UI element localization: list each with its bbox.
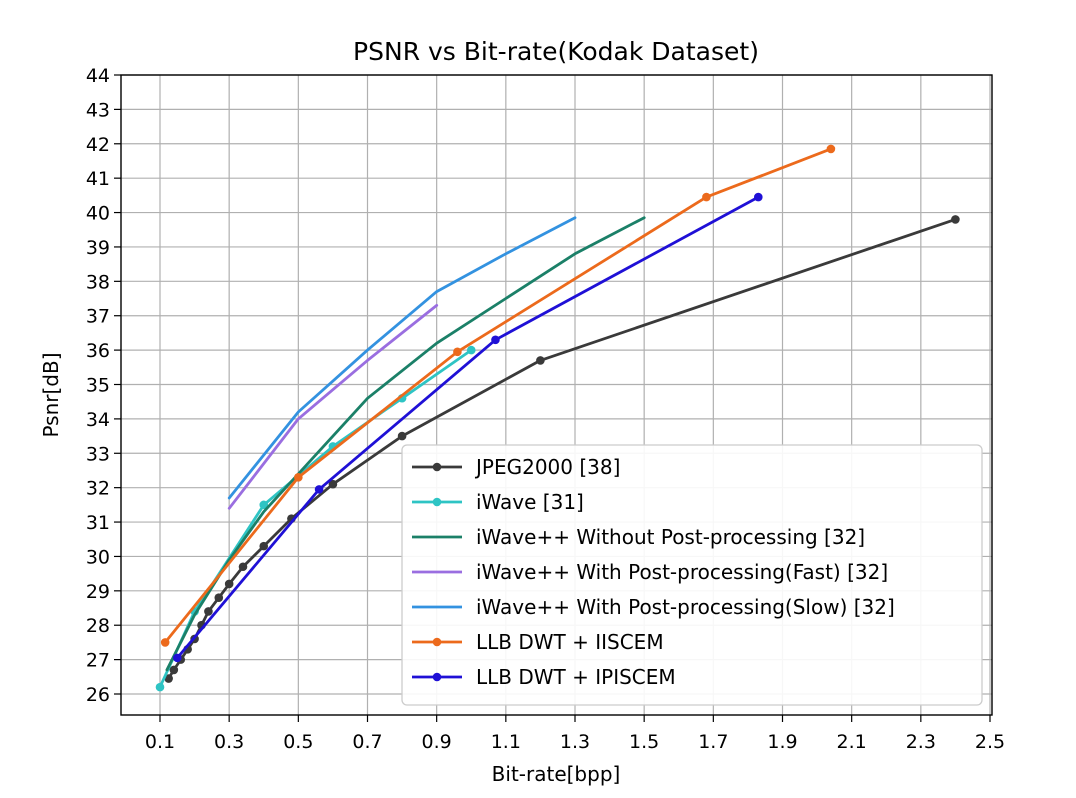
legend-entry: JPEG2000 [38] bbox=[412, 455, 620, 479]
data-point bbox=[753, 192, 763, 202]
y-tick-label: 41 bbox=[86, 168, 110, 190]
y-tick-label: 43 bbox=[86, 99, 110, 121]
legend-label: iWave++ With Post-processing(Slow) [32] bbox=[476, 595, 895, 619]
x-tick-label: 0.3 bbox=[214, 731, 244, 753]
y-tick-label: 32 bbox=[86, 478, 110, 500]
legend-label: LLB DWT + IPISCEM bbox=[476, 665, 676, 689]
data-point bbox=[160, 638, 170, 647]
x-tick-label: 0.1 bbox=[145, 731, 175, 753]
data-point bbox=[259, 500, 269, 510]
y-tick-label: 37 bbox=[86, 306, 110, 328]
y-axis-label: Psnr[dB] bbox=[39, 352, 63, 437]
data-point bbox=[453, 347, 462, 357]
series-iwave-with-post-processing-fast-32 bbox=[227, 303, 439, 510]
y-tick-label: 29 bbox=[86, 581, 110, 603]
legend: JPEG2000 [38] iWave [31] iWave++ Without P… bbox=[401, 444, 983, 706]
data-point bbox=[214, 593, 224, 603]
legend-label: iWave++ With Post-processing(Fast) [32] bbox=[476, 560, 888, 584]
y-tick-label: 26 bbox=[86, 684, 110, 706]
data-point bbox=[397, 431, 407, 441]
y-tick-label: 31 bbox=[86, 512, 110, 534]
legend-label: iWave++ Without Post-processing [32] bbox=[476, 525, 865, 549]
series-layer bbox=[155, 144, 960, 692]
legend-label: JPEG2000 [38] bbox=[474, 455, 620, 479]
x-tick-label: 0.9 bbox=[422, 731, 452, 753]
series-iwave-without-post-processing-32 bbox=[165, 216, 646, 672]
x-axis-label: Bit-rate[bpp] bbox=[492, 762, 621, 786]
series-line bbox=[175, 195, 760, 660]
data-point bbox=[164, 674, 173, 683]
x-tick-label: 1.7 bbox=[698, 731, 728, 753]
legend-entry: LLB DWT + IPISCEM bbox=[412, 665, 676, 689]
y-tick-label: 38 bbox=[86, 271, 110, 293]
legend-marker bbox=[432, 637, 442, 647]
y-tick-label: 33 bbox=[86, 443, 110, 465]
x-tick-label: 1.9 bbox=[767, 731, 797, 753]
data-point bbox=[294, 473, 303, 482]
x-tick-label: 2.3 bbox=[906, 731, 936, 753]
x-tick-label: 1.5 bbox=[629, 731, 659, 753]
data-point bbox=[169, 665, 179, 675]
plot-frame bbox=[120, 74, 993, 716]
data-point bbox=[951, 215, 960, 224]
legend-box bbox=[401, 444, 983, 706]
legend-label: LLB DWT + IISCEM bbox=[476, 630, 664, 654]
data-point bbox=[491, 335, 500, 345]
legend-entry: iWave++ With Post-processing(Fast) [32] bbox=[412, 560, 888, 584]
data-point bbox=[702, 192, 711, 202]
data-point bbox=[238, 562, 248, 572]
data-point bbox=[826, 144, 836, 154]
legend-marker bbox=[432, 462, 442, 472]
y-tick-label: 34 bbox=[86, 409, 110, 431]
series-jpeg2000-38 bbox=[164, 215, 960, 683]
y-tick-label: 35 bbox=[86, 375, 110, 397]
y-tick-label: 39 bbox=[86, 237, 110, 259]
series-line bbox=[227, 303, 439, 510]
legend-marker bbox=[432, 497, 442, 507]
chart-title: PSNR vs Bit-rate(Kodak Dataset) bbox=[353, 37, 759, 66]
legend-marker bbox=[432, 672, 442, 682]
data-point bbox=[155, 682, 165, 692]
y-tick-label: 36 bbox=[86, 340, 110, 362]
series-line bbox=[227, 216, 577, 500]
legend-items: JPEG2000 [38] iWave [31] iWave++ Without P… bbox=[412, 455, 895, 689]
series-line bbox=[165, 216, 646, 672]
legend-entry: iWave++ With Post-processing(Slow) [32] bbox=[412, 595, 895, 619]
data-point bbox=[328, 479, 338, 489]
y-tick-label: 44 bbox=[86, 65, 110, 87]
y-tick-label: 30 bbox=[86, 546, 110, 568]
series-iwave-with-post-processing-slow-32 bbox=[227, 216, 577, 500]
x-tick-label: 2.1 bbox=[837, 731, 867, 753]
legend-label: iWave [31] bbox=[476, 490, 584, 514]
data-point bbox=[314, 485, 324, 494]
x-tick-label: 0.5 bbox=[283, 731, 313, 753]
data-point bbox=[536, 356, 545, 365]
data-point bbox=[204, 607, 213, 616]
series-llb-dwt-iiscem bbox=[160, 144, 836, 647]
legend-entry: iWave [31] bbox=[412, 490, 584, 514]
series-line bbox=[167, 217, 957, 680]
y-tick-label: 42 bbox=[86, 134, 110, 156]
y-axis-ticks: 26 27 28 29 30 31 32 33 34 35 36 37 38 39 40 41 42 43 44 bbox=[86, 65, 121, 706]
legend-entry: LLB DWT + IISCEM bbox=[412, 630, 664, 654]
data-point bbox=[259, 541, 269, 551]
x-tick-label: 2.5 bbox=[975, 731, 1005, 753]
x-tick-label: 0.7 bbox=[352, 731, 382, 753]
y-tick-label: 28 bbox=[86, 615, 110, 637]
y-tick-label: 40 bbox=[86, 203, 110, 225]
series-llb-dwt-ipiscem bbox=[172, 192, 763, 663]
data-point bbox=[466, 345, 476, 355]
x-tick-label: 1.3 bbox=[560, 731, 590, 753]
x-axis-ticks: 0.1 0.3 0.5 0.7 0.9 1.1 1.3 1.5 1.7 1.9 2.1 2.3 2.5 bbox=[145, 715, 1005, 753]
legend-entry: iWave++ Without Post-processing [32] bbox=[412, 525, 865, 549]
data-point bbox=[224, 579, 234, 589]
y-tick-label: 27 bbox=[86, 650, 110, 672]
data-point bbox=[172, 653, 182, 663]
x-tick-label: 1.1 bbox=[491, 731, 521, 753]
